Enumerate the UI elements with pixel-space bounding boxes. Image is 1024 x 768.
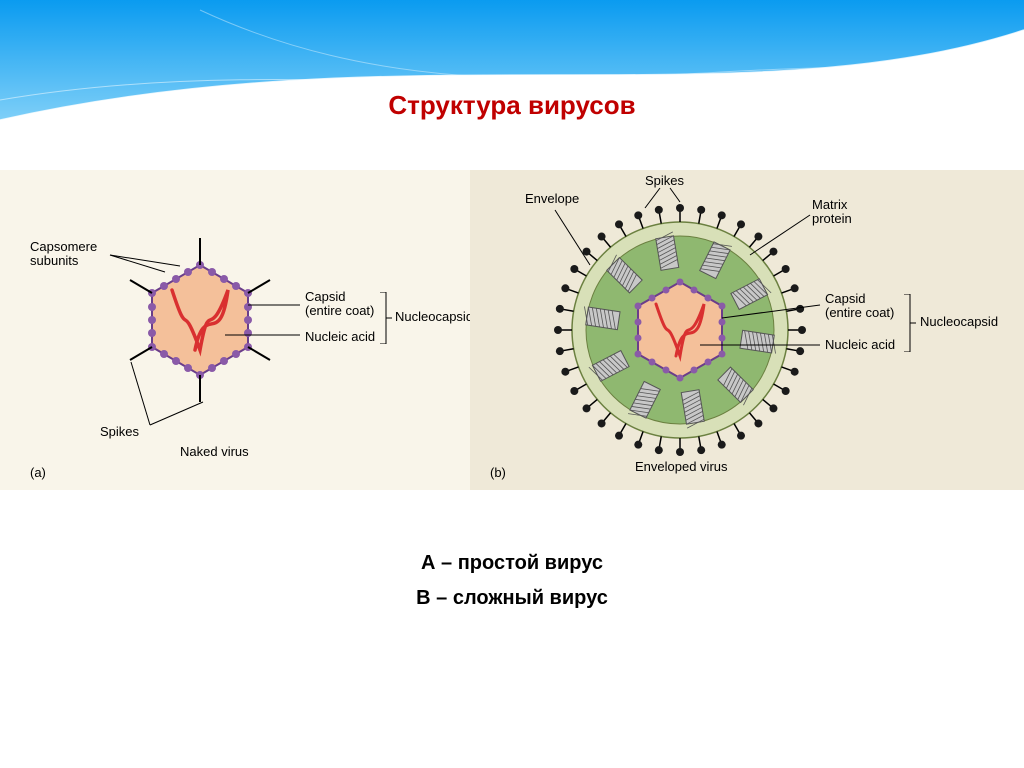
label-matrix: Matrix protein: [812, 198, 852, 227]
label-capsid-b: Capsid (entire coat): [825, 292, 894, 321]
panel-a: Capsomere subunits Capsid (entire coat) …: [0, 170, 470, 490]
label-spikes-a: Spikes: [100, 425, 139, 439]
label-capsomere: Capsomere subunits: [30, 240, 97, 269]
label-envelope: Envelope: [525, 192, 579, 206]
bracket-b: [902, 294, 918, 352]
label-nucleocapsid-a: Nucleocapsid: [395, 310, 473, 324]
slide-title: Структура вирусов: [0, 90, 1024, 121]
enveloped-virus-svg: [470, 170, 1024, 490]
label-nucleocapsid-b: Nucleocapsid: [920, 315, 998, 329]
panel-b-name: Enveloped virus: [635, 460, 728, 474]
caption-b: В – сложный вирус: [0, 587, 1024, 610]
naked-virus-svg: [0, 170, 470, 490]
label-capsid-a: Capsid (entire coat): [305, 290, 374, 319]
panel-a-letter: (a): [30, 465, 46, 480]
diagram-area: Capsomere subunits Capsid (entire coat) …: [0, 170, 1024, 490]
caption-block: А – простой вирус В – сложный вирус: [0, 540, 1024, 622]
bracket-a: [378, 292, 394, 344]
caption-a: А – простой вирус: [0, 552, 1024, 575]
label-nucleic-b: Nucleic acid: [825, 338, 895, 352]
panel-b-letter: (b): [490, 465, 506, 480]
panel-a-name: Naked virus: [180, 445, 249, 459]
label-nucleic-a: Nucleic acid: [305, 330, 375, 344]
panel-b: Envelope Spikes Matrix protein Capsid (e…: [470, 170, 1024, 490]
